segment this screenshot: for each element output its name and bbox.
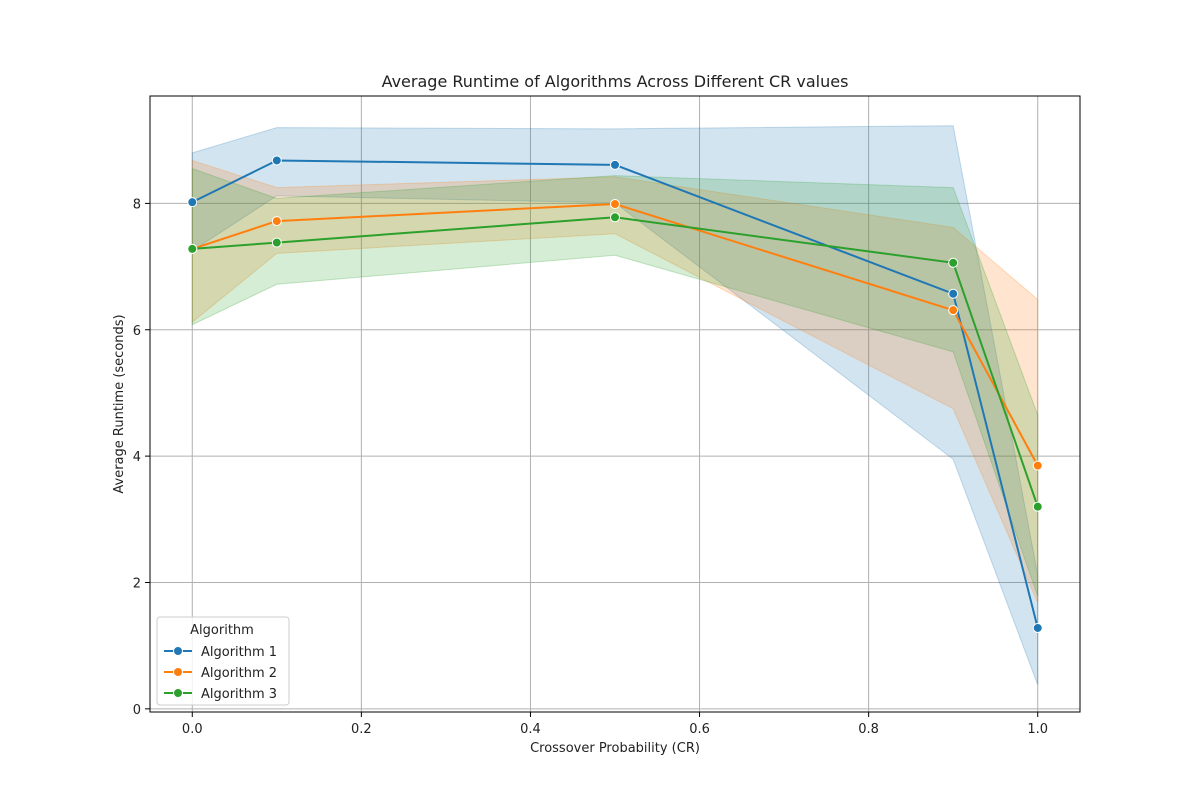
data-point bbox=[187, 243, 198, 254]
legend-marker bbox=[173, 646, 183, 656]
data-point bbox=[948, 257, 959, 268]
x-tick-label: 0.8 bbox=[858, 722, 879, 737]
x-tick-label: 0.4 bbox=[520, 722, 541, 737]
legend-items: Algorithm 1 Algorithm 2 Algorithm 3 bbox=[164, 645, 277, 702]
data-point bbox=[1032, 460, 1043, 471]
y-tick-label: 2 bbox=[133, 576, 141, 591]
legend-title: Algorithm bbox=[190, 623, 254, 638]
x-tick-label: 0.6 bbox=[689, 722, 710, 737]
data-point bbox=[610, 199, 620, 210]
data-point bbox=[948, 288, 959, 299]
data-point bbox=[1032, 501, 1043, 512]
legend-box bbox=[156, 616, 290, 706]
confidence-band bbox=[191, 125, 1039, 686]
y-tick-label: 6 bbox=[133, 324, 141, 339]
plot-area-frame bbox=[149, 95, 1081, 713]
legend-label: Algorithm 2 bbox=[201, 666, 277, 681]
data-point bbox=[187, 197, 198, 208]
chart-title: Average Runtime of Algorithms Across Dif… bbox=[382, 72, 849, 91]
confidence-bands bbox=[191, 125, 1039, 686]
legend-label: Algorithm 3 bbox=[201, 687, 277, 702]
confidence-band bbox=[191, 167, 1039, 597]
legend-label: Algorithm 1 bbox=[201, 645, 277, 660]
data-point bbox=[948, 305, 959, 316]
data-point bbox=[610, 159, 620, 170]
legend-marker bbox=[173, 688, 183, 698]
series-points bbox=[187, 155, 1043, 633]
x-tick-label: 1.0 bbox=[1027, 722, 1048, 737]
data-point bbox=[271, 237, 282, 248]
x-axis-label: Crossover Probability (CR) bbox=[530, 741, 700, 756]
data-point bbox=[1032, 622, 1043, 633]
axis-ticks: 0.0 0.2 0.4 0.6 0.8 1.0 0 2 4 6 8 bbox=[133, 197, 1048, 737]
grid bbox=[150, 96, 1080, 712]
x-tick-label: 0.2 bbox=[351, 722, 372, 737]
y-tick-label: 8 bbox=[133, 197, 141, 212]
x-tick-label: 0.0 bbox=[182, 722, 203, 737]
y-tick-label: 0 bbox=[133, 703, 141, 718]
data-point bbox=[271, 216, 282, 227]
y-axis-label: Average Runtime (seconds) bbox=[112, 314, 127, 493]
legend-marker bbox=[173, 667, 183, 677]
data-point bbox=[610, 212, 620, 223]
data-point bbox=[271, 155, 282, 166]
y-tick-label: 4 bbox=[133, 450, 141, 465]
